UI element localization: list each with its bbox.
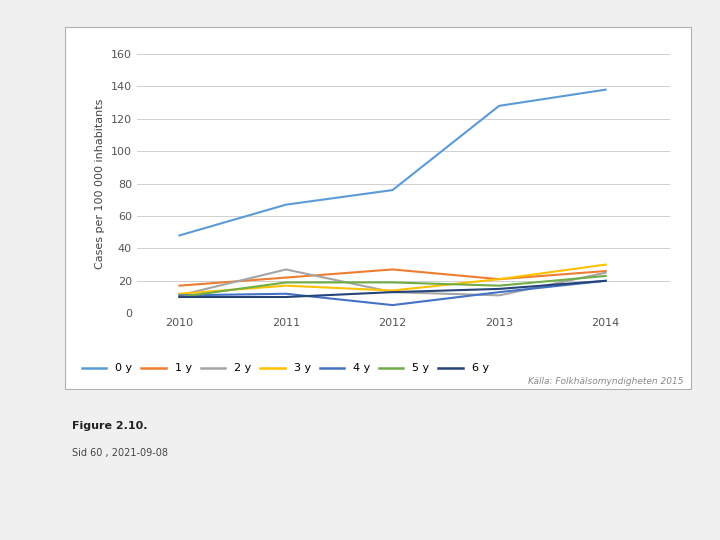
Text: Sid 60 , 2021-09-08: Sid 60 , 2021-09-08 bbox=[72, 448, 168, 458]
Legend: 0 y, 1 y, 2 y, 3 y, 4 y, 5 y, 6 y: 0 y, 1 y, 2 y, 3 y, 4 y, 5 y, 6 y bbox=[78, 359, 493, 378]
Text: Figure 2.10.: Figure 2.10. bbox=[72, 421, 148, 431]
Y-axis label: Cases per 100 000 inhabitants: Cases per 100 000 inhabitants bbox=[95, 98, 105, 269]
Text: Källa: Folkhälsomyndigheten 2015: Källa: Folkhälsomyndigheten 2015 bbox=[528, 377, 684, 386]
